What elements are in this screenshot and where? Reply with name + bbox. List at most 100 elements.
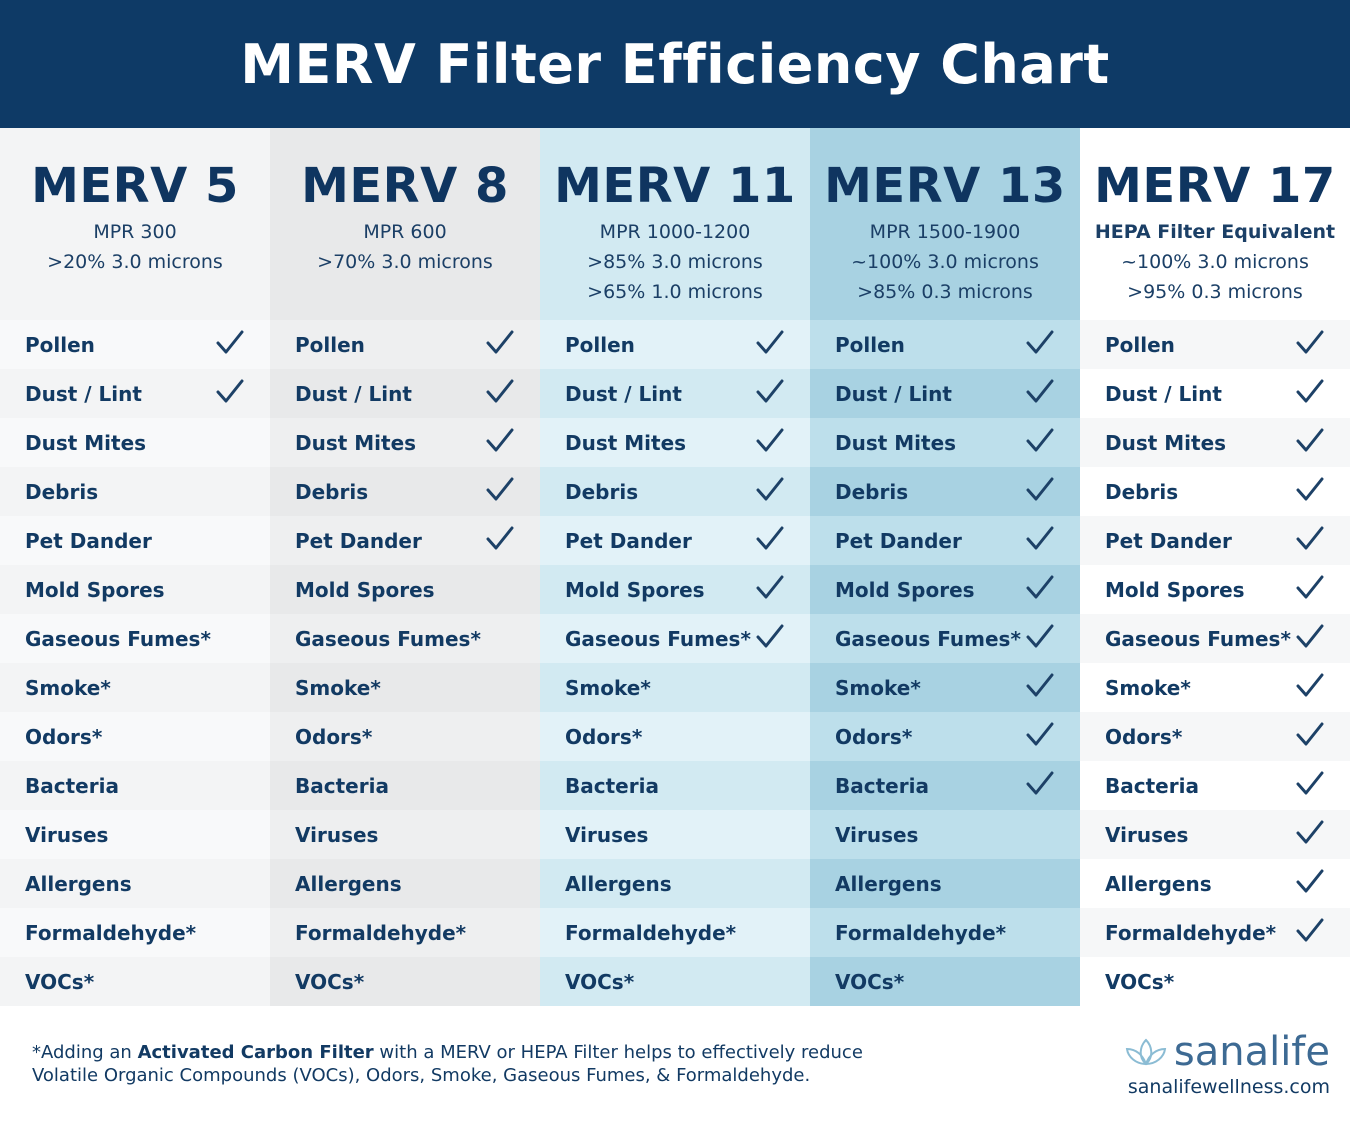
table-row: Debris <box>1080 467 1350 516</box>
contaminant-label: Viruses <box>565 822 649 847</box>
page-title: MERV Filter Efficiency Chart <box>240 32 1110 96</box>
table-row: Formaldehyde* <box>0 908 270 957</box>
contaminant-label: Mold Spores <box>295 577 435 602</box>
contaminant-label: Pet Dander <box>1105 528 1232 553</box>
check-icon <box>485 327 515 362</box>
contaminant-label: Dust / Lint <box>565 381 682 406</box>
merv-rating: MERV 5 <box>31 158 239 214</box>
check-icon <box>485 425 515 460</box>
table-row: Odors* <box>0 712 270 761</box>
table-row: Gaseous Fumes* <box>810 614 1080 663</box>
check-icon <box>1025 768 1055 803</box>
contaminant-label: Viruses <box>835 822 919 847</box>
table-row: Formaldehyde* <box>810 908 1080 957</box>
contaminant-label: Viruses <box>25 822 109 847</box>
table-row: Formaldehyde* <box>1080 908 1350 957</box>
logo-url: sanalifewellness.com <box>1127 1076 1330 1098</box>
check-icon <box>485 376 515 411</box>
spec-line: >65% 1.0 microns <box>587 281 763 303</box>
sanalife-logo: sanalife sanalifewellness.com <box>1100 1030 1330 1098</box>
contaminant-label: Dust Mites <box>295 430 417 455</box>
check-icon <box>485 474 515 509</box>
spec-line: MPR 1500-1900 <box>869 221 1021 243</box>
contaminant-label: Mold Spores <box>25 577 165 602</box>
table-row: Smoke* <box>810 663 1080 712</box>
table-row: Formaldehyde* <box>540 908 810 957</box>
column-merv-11: MERV 11 MPR 1000-1200 >85% 3.0 microns >65%… <box>540 128 810 1006</box>
contaminant-label: Smoke* <box>835 675 921 700</box>
spec-line: MPR 600 <box>363 221 447 243</box>
check-icon <box>755 425 785 460</box>
contaminant-label: Dust / Lint <box>295 381 412 406</box>
column-header: MERV 13 MPR 1500-1900 ~100% 3.0 microns >85… <box>810 128 1080 320</box>
contaminant-label: Gaseous Fumes* <box>1105 626 1291 651</box>
check-icon <box>755 376 785 411</box>
contaminant-label: Bacteria <box>565 773 659 798</box>
check-icon <box>1295 768 1325 803</box>
table-row: Mold Spores <box>0 565 270 614</box>
spec-line: MPR 300 <box>93 221 177 243</box>
table-row: Debris <box>810 467 1080 516</box>
check-icon <box>1295 474 1325 509</box>
table-row: Pollen <box>0 320 270 369</box>
table-row: VOCs* <box>540 957 810 1006</box>
contaminant-label: Debris <box>1105 479 1179 504</box>
contaminant-label: Pollen <box>25 332 95 357</box>
table-row: Dust / Lint <box>1080 369 1350 418</box>
contaminant-label: Dust Mites <box>25 430 147 455</box>
check-icon <box>1295 866 1325 901</box>
contaminant-label: Bacteria <box>295 773 389 798</box>
column-header: MERV 5 MPR 300 >20% 3.0 microns <box>0 128 270 320</box>
table-row: Pollen <box>540 320 810 369</box>
table-row: VOCs* <box>1080 957 1350 1006</box>
check-icon <box>1295 621 1325 656</box>
check-icon <box>215 327 245 362</box>
table-row: Dust Mites <box>1080 418 1350 467</box>
check-icon <box>1025 621 1055 656</box>
table-row: Smoke* <box>1080 663 1350 712</box>
spec-line: ~100% 3.0 microns <box>1121 251 1309 273</box>
check-icon <box>1025 670 1055 705</box>
table-row: Dust / Lint <box>270 369 540 418</box>
merv-rating: MERV 13 <box>824 158 1066 214</box>
table-row: Gaseous Fumes* <box>270 614 540 663</box>
table-row: Dust Mites <box>540 418 810 467</box>
contaminant-label: Mold Spores <box>565 577 705 602</box>
table-row: Allergens <box>0 859 270 908</box>
check-icon <box>1025 572 1055 607</box>
contaminant-label: Pollen <box>835 332 905 357</box>
contaminant-label: Gaseous Fumes* <box>25 626 211 651</box>
merv-rating: MERV 11 <box>554 158 796 214</box>
lotus-icon <box>1125 1038 1166 1066</box>
contaminant-label: VOCs* <box>25 969 95 994</box>
footnote-suffix: with a MERV or HEPA Filter helps to effe… <box>373 1042 863 1063</box>
contaminant-label: Bacteria <box>1105 773 1199 798</box>
logo-brand: sanalife <box>1173 1029 1330 1075</box>
table-row: Smoke* <box>540 663 810 712</box>
table-row: Allergens <box>270 859 540 908</box>
table-row: Pet Dander <box>0 516 270 565</box>
table-row: VOCs* <box>270 957 540 1006</box>
footnote-line2: Volatile Organic Compounds (VOCs), Odors… <box>32 1065 811 1086</box>
check-icon <box>1025 523 1055 558</box>
contaminant-label: Dust Mites <box>835 430 957 455</box>
table-row: Dust Mites <box>810 418 1080 467</box>
table-row: Allergens <box>810 859 1080 908</box>
contaminant-label: Allergens <box>1105 871 1212 896</box>
table-row: Dust / Lint <box>810 369 1080 418</box>
table-row: Pet Dander <box>810 516 1080 565</box>
contaminant-label: Pet Dander <box>295 528 422 553</box>
check-icon <box>1295 327 1325 362</box>
table-row: Viruses <box>1080 810 1350 859</box>
table-row: Allergens <box>540 859 810 908</box>
contaminant-label: Pollen <box>565 332 635 357</box>
contaminant-label: Smoke* <box>25 675 111 700</box>
table-row: Formaldehyde* <box>270 908 540 957</box>
table-row: Debris <box>540 467 810 516</box>
table-row: Mold Spores <box>810 565 1080 614</box>
table-row: Dust / Lint <box>540 369 810 418</box>
table-row: Pollen <box>810 320 1080 369</box>
check-icon <box>1295 523 1325 558</box>
contaminant-label: Smoke* <box>565 675 651 700</box>
contaminant-label: Allergens <box>295 871 402 896</box>
